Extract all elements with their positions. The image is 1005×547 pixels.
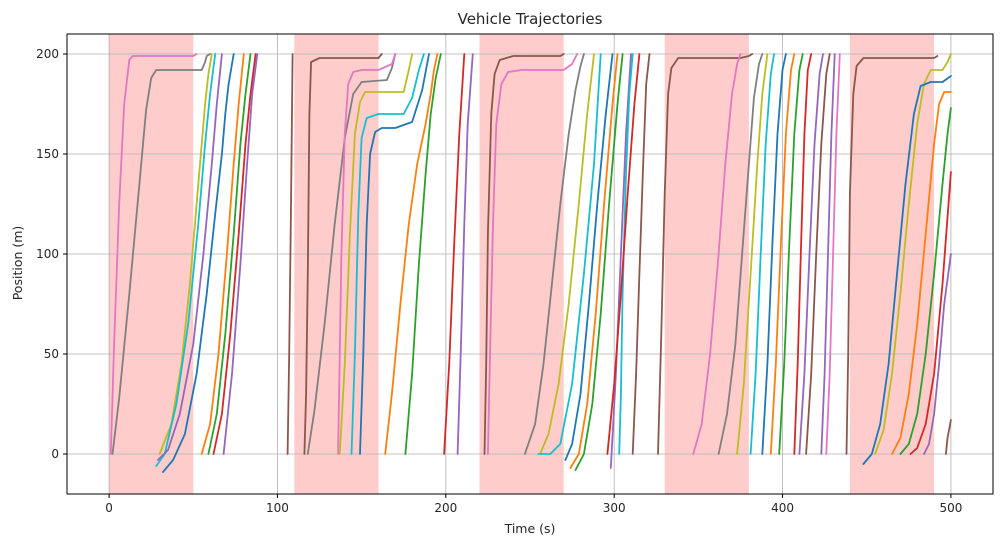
x-tick-label: 0 — [105, 501, 113, 515]
trajectory-v27 — [564, 53, 614, 461]
y-tick-label: 50 — [44, 347, 59, 361]
trajectory-v22 — [483, 53, 565, 455]
trajectory-v15 — [338, 53, 414, 455]
y-tick-label: 200 — [36, 47, 59, 61]
trajectory-v5 — [156, 53, 223, 461]
y-tick-label: 100 — [36, 247, 59, 261]
trajectory-lines — [109, 53, 952, 473]
trajectory-v20 — [443, 53, 466, 455]
trajectory-v39 — [761, 53, 787, 455]
red-phase-band — [109, 34, 194, 494]
trajectory-v2 — [111, 53, 212, 455]
trajectory-v24 — [524, 53, 585, 455]
y-tick-label: 0 — [51, 447, 59, 461]
trajectory-v18 — [384, 53, 439, 455]
trajectory-v29 — [574, 53, 624, 471]
trajectory-v9 — [212, 53, 257, 455]
trajectory-v12 — [303, 53, 383, 455]
x-tick-label: 200 — [434, 501, 457, 515]
trajectory-v37 — [736, 53, 769, 455]
y-axis-title: Position (m) — [10, 226, 25, 301]
trajectory-v53 — [923, 253, 952, 455]
trajectory-v48 — [874, 53, 952, 455]
x-tick-label: 100 — [266, 501, 289, 515]
trajectory-v10 — [222, 53, 259, 455]
trajectory-v4 — [155, 53, 217, 467]
trajectory-v13 — [306, 53, 397, 455]
trajectory-v17 — [359, 53, 430, 455]
trajectory-v44 — [805, 53, 831, 455]
trajectory-v28 — [569, 53, 619, 469]
trajectory-v52 — [909, 171, 952, 455]
trajectory-v8 — [207, 53, 252, 455]
x-tick-label: 500 — [939, 501, 962, 515]
chart-title: Vehicle Trajectories — [458, 10, 603, 28]
trajectory-v23 — [486, 53, 578, 455]
trajectory-v41 — [778, 53, 804, 455]
trajectory-v46 — [825, 53, 841, 455]
trajectory-v1 — [109, 53, 198, 455]
plot-frame — [66, 33, 994, 495]
trajectory-v11 — [286, 53, 294, 455]
trajectory-v35 — [692, 53, 742, 455]
trajectory-v26 — [537, 53, 602, 455]
red-phase-band — [479, 34, 564, 494]
axes: 0 100 200 300 400 500 0 50 100 150 200 — [36, 47, 962, 515]
trajectory-v50 — [891, 91, 952, 455]
trajectory-v34 — [657, 53, 754, 455]
trajectory-v14 — [337, 53, 397, 455]
x-tick-label: 400 — [771, 501, 794, 515]
trajectory-v45 — [820, 53, 836, 455]
y-tick-label: 150 — [36, 147, 59, 161]
x-axis-title: Time (s) — [504, 521, 556, 536]
trajectory-v3 — [158, 53, 213, 455]
trajectory-v25 — [539, 53, 595, 455]
trajectory-v42 — [793, 53, 813, 455]
trajectory-v51 — [899, 107, 952, 455]
x-tick-label: 300 — [603, 501, 626, 515]
trajectory-v21 — [456, 53, 474, 455]
red-phase-bands — [109, 34, 935, 494]
trajectory-v6 — [162, 53, 235, 473]
trajectory-v32 — [606, 53, 641, 455]
trajectory-v36 — [717, 53, 764, 455]
trajectory-v19 — [404, 53, 442, 455]
trajectory-v40 — [769, 53, 796, 455]
trajectory-v33 — [631, 53, 651, 455]
trajectory-v43 — [798, 53, 824, 455]
trajectory-v38 — [749, 53, 775, 455]
trajectory-v30 — [609, 53, 632, 469]
trajectory-v7 — [200, 53, 245, 455]
red-phase-band — [664, 34, 749, 494]
trajectory-v47 — [845, 55, 939, 455]
trajectory-v49 — [862, 75, 952, 465]
trajectory-v16 — [350, 53, 425, 455]
trajectory-v54 — [945, 419, 952, 455]
